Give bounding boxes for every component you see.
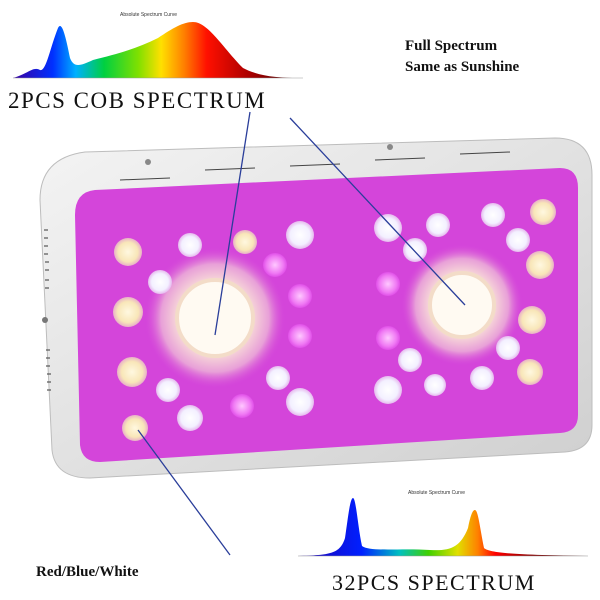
bottom-spectrum-curve: [298, 498, 588, 556]
side-vents: [44, 229, 51, 391]
bottom-spectrum-title: Absolute Spectrum Curve: [408, 490, 465, 496]
top-vents: [119, 151, 511, 181]
screw: [387, 144, 393, 150]
bottom-spectrum-chart: [298, 498, 588, 557]
full-spectrum-line1: Full Spectrum: [405, 38, 498, 54]
top-spectrum-curve: [13, 22, 298, 78]
full-spectrum-label: Full Spectrum Same as Sunshine: [405, 36, 519, 78]
pointer-line-cob-left: [214, 111, 251, 336]
cob-spectrum-label: 2PCS COB SPECTRUM: [8, 88, 267, 113]
full-spectrum-line2: Same as Sunshine: [405, 59, 520, 75]
side-screw: [42, 317, 48, 323]
cob-chip-left: [175, 278, 255, 358]
screw: [145, 159, 151, 165]
red-blue-white-label: Red/Blue/White: [36, 564, 139, 580]
top-spectrum-title: Absolute Spectrum Curve: [120, 12, 177, 18]
pointer-line-cob-right: [289, 117, 466, 306]
pointer-line-rbw: [137, 429, 231, 556]
led-group-right: [374, 199, 556, 404]
cob-chip-right: [428, 271, 496, 339]
top-spectrum-chart: [13, 22, 303, 79]
pcs32-spectrum-label: 32PCS SPECTRUM: [332, 570, 536, 595]
